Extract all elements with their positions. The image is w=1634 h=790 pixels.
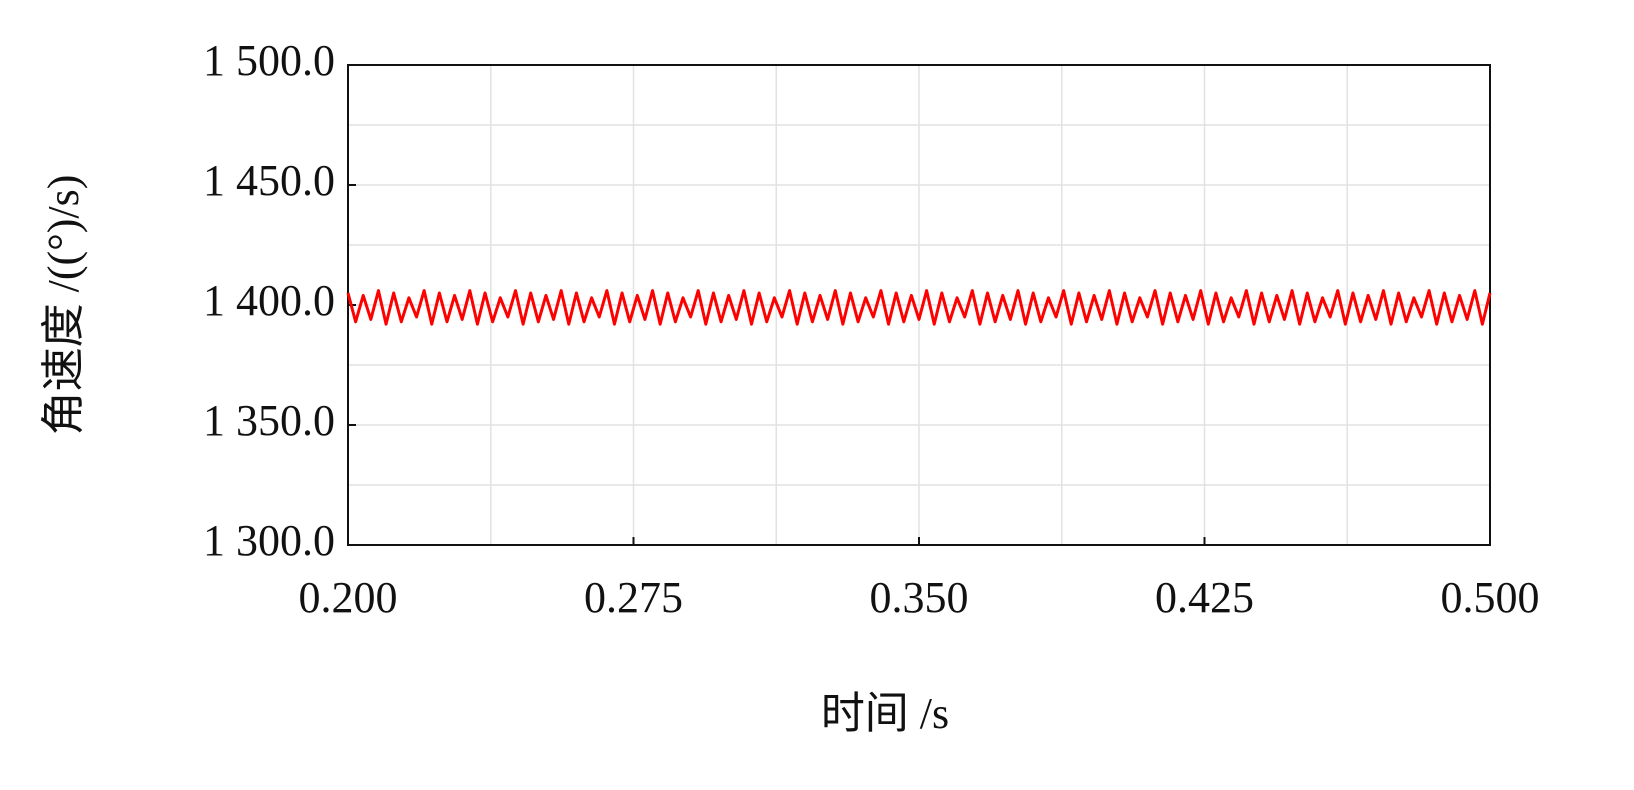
y-tick-label: 1 450.0 xyxy=(203,156,335,205)
y-axis-title: 角速度 /((°)/s) xyxy=(39,175,88,436)
data-line xyxy=(346,289,1492,326)
x-axis-title: 时间 /s xyxy=(821,689,949,738)
y-tick-label: 1 300.0 xyxy=(203,516,335,565)
y-tick-label: 1 350.0 xyxy=(203,396,335,445)
y-tick-label: 1 400.0 xyxy=(203,276,335,325)
x-tick-label: 0.500 xyxy=(1441,573,1540,622)
plot-frame xyxy=(347,64,1491,546)
x-tick-label: 0.425 xyxy=(1155,573,1254,622)
x-tick-label: 0.275 xyxy=(584,573,683,622)
y-tick-label: 1 500.0 xyxy=(203,36,335,85)
x-tick-label: 0.350 xyxy=(870,573,969,622)
x-tick-label: 0.200 xyxy=(299,573,398,622)
